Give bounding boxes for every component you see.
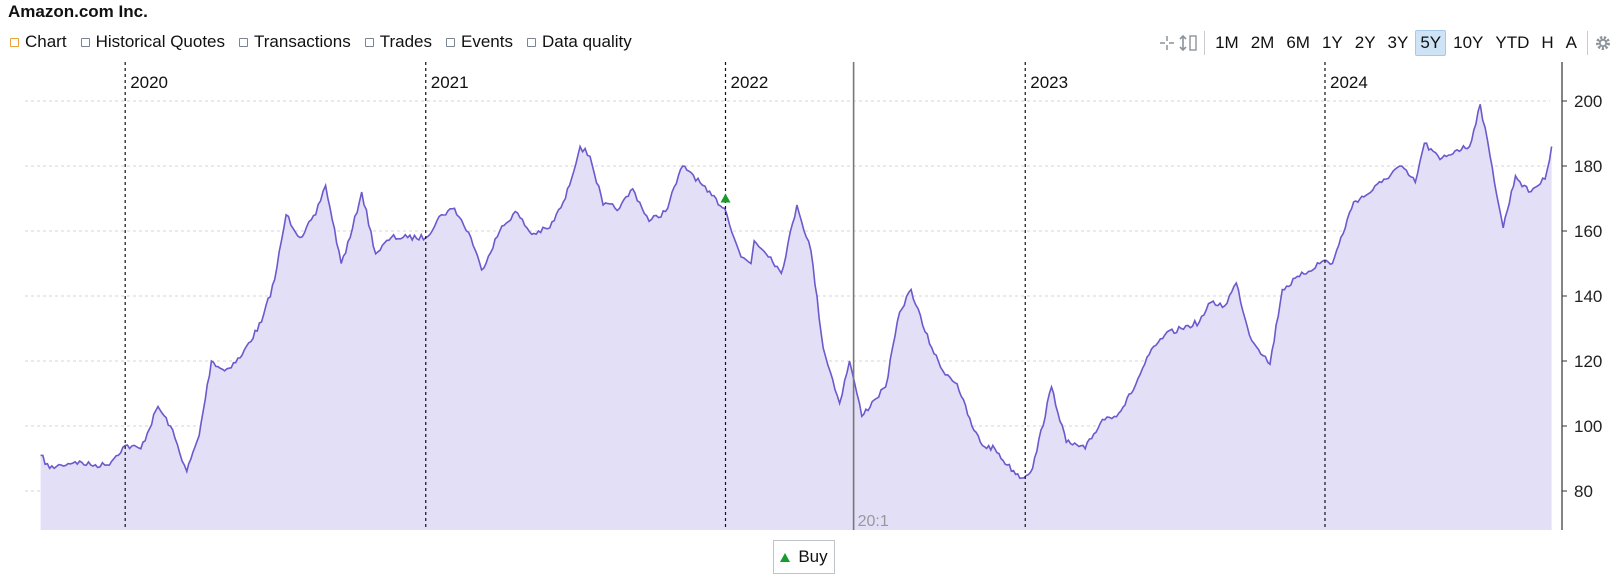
scale-icon[interactable] xyxy=(1178,30,1200,56)
tab-label: Trades xyxy=(379,32,432,51)
range-5y-button[interactable]: 5Y xyxy=(1415,30,1447,56)
legend-buy[interactable]: Buy xyxy=(773,540,835,574)
year-label: 2023 xyxy=(1030,73,1068,92)
split-marker: 20:1 xyxy=(852,62,889,530)
historical-quotes-tab-icon xyxy=(80,37,90,47)
y-tick-label: 200 xyxy=(1574,92,1602,111)
range-1y-button[interactable]: 1Y xyxy=(1321,33,1343,52)
tab-label: Events xyxy=(460,32,513,51)
transactions-tab-icon xyxy=(239,37,249,47)
tab-chart[interactable]: Chart xyxy=(10,32,67,52)
price-line xyxy=(40,104,1553,480)
chart-tab-icon xyxy=(10,37,19,47)
year-markers: 2020 2021 2022 2023 2024 xyxy=(124,62,1368,530)
tab-transactions[interactable]: Transactions xyxy=(239,32,351,52)
tab-label: Data quality xyxy=(541,32,632,51)
price-area xyxy=(40,104,1552,531)
range-h-button[interactable]: H xyxy=(1541,33,1554,52)
range-2m-button[interactable]: 2M xyxy=(1250,33,1275,52)
price-chart[interactable]: 2020 2021 2022 2023 2024 20:1 80 100 120 140 160… xyxy=(0,62,1620,532)
chart-toolbar: 1M 2M 6M 1Y 2Y 3Y 5Y 10Y YTD H A xyxy=(1156,30,1614,56)
buy-markers xyxy=(720,193,731,203)
range-6m-button[interactable]: 6M xyxy=(1286,33,1310,52)
y-tick-label: 140 xyxy=(1574,287,1602,306)
split-label: 20:1 xyxy=(858,513,889,530)
tab-label: Chart xyxy=(25,32,67,51)
y-tick-label: 100 xyxy=(1574,417,1602,436)
y-axis: 80 100 120 140 160 180 200 xyxy=(1561,62,1602,530)
year-label: 2022 xyxy=(730,73,768,92)
data-quality-tab-icon xyxy=(526,37,536,47)
range-3y-button[interactable]: 3Y xyxy=(1387,33,1409,52)
y-tick-label: 120 xyxy=(1574,352,1602,371)
toolbar-divider xyxy=(1587,31,1588,55)
tab-trades[interactable]: Trades xyxy=(364,32,432,52)
y-tick-label: 80 xyxy=(1574,482,1593,501)
range-10y-button[interactable]: 10Y xyxy=(1453,33,1484,52)
y-tick-label: 180 xyxy=(1574,157,1602,176)
page-title: Amazon.com Inc. xyxy=(8,2,148,21)
legend-buy-label: Buy xyxy=(798,547,828,566)
range-a-button[interactable]: A xyxy=(1565,33,1577,52)
year-label: 2020 xyxy=(130,73,168,92)
trades-tab-icon xyxy=(364,37,374,47)
tab-label: Historical Quotes xyxy=(95,32,226,51)
tab-historical-quotes[interactable]: Historical Quotes xyxy=(80,32,226,52)
year-label: 2024 xyxy=(1330,73,1368,92)
events-tab-icon xyxy=(445,37,455,47)
buy-triangle-icon xyxy=(780,552,791,562)
view-tabs: Chart Historical Quotes Transactions Tra… xyxy=(10,32,632,52)
range-2y-button[interactable]: 2Y xyxy=(1354,33,1376,52)
toolbar-divider xyxy=(1204,31,1206,55)
tab-label: Transactions xyxy=(254,32,351,51)
range-ytd-button[interactable]: YTD xyxy=(1495,33,1530,52)
y-tick-label: 160 xyxy=(1574,222,1602,241)
tab-data-quality[interactable]: Data quality xyxy=(526,32,632,52)
crosshair-icon[interactable] xyxy=(1156,30,1178,56)
year-label: 2021 xyxy=(431,73,469,92)
buy-marker[interactable] xyxy=(720,193,731,203)
range-1m-button[interactable]: 1M xyxy=(1215,33,1239,52)
gear-icon[interactable] xyxy=(1592,30,1614,56)
tab-events[interactable]: Events xyxy=(445,32,513,52)
